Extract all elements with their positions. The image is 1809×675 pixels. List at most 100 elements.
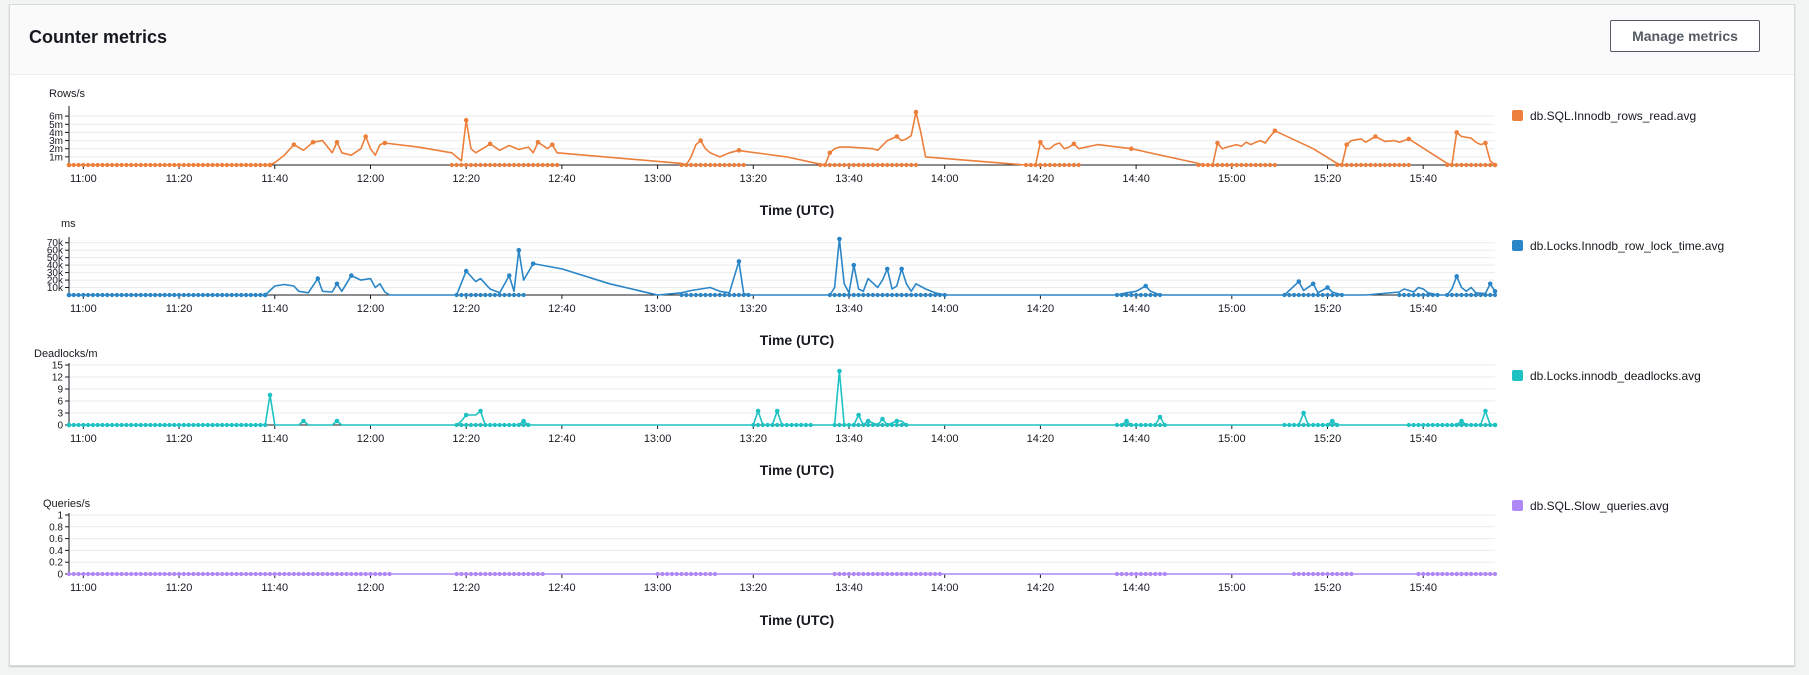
data-point [1062,162,1067,168]
data-point [688,162,694,168]
data-point [71,422,76,428]
data-point [191,571,196,577]
data-point [162,292,167,298]
data-point [1306,571,1311,577]
x-tick-label: 11:20 [166,582,193,594]
data-point [90,162,96,168]
x-tick-label: 13:40 [835,303,863,315]
data-point [899,266,904,272]
data-point [497,422,502,428]
data-point [339,571,344,577]
data-point [842,571,847,577]
data-point [488,422,493,428]
data-point [148,292,153,298]
data-point [1483,408,1488,414]
data-point [167,292,172,298]
data-point [220,292,225,298]
data-point [124,292,129,298]
data-point [837,571,842,577]
x-tick-label: 14:40 [1122,173,1150,185]
data-point [535,162,541,168]
data-point [205,422,210,428]
data-point [866,162,871,168]
data-point [894,134,900,139]
data-point [535,139,541,145]
data-point [717,292,722,298]
data-point [674,571,679,577]
data-point [492,292,497,298]
data-point [1473,422,1478,428]
data-point [933,292,938,298]
data-point [191,162,196,168]
data-point [803,422,809,428]
data-point [368,571,373,577]
data-point [1153,292,1158,298]
data-point [454,292,459,298]
chart-4: Queries/s10.80.60.40.20 11:00 11:20 11:40 12… [43,498,1669,628]
y-axis-label: Deadlocks/m [34,348,98,360]
data-point [296,571,301,577]
data-point [1454,292,1459,298]
data-point [875,162,880,168]
x-tick-label: 14:40 [1122,582,1150,594]
data-point [224,292,230,298]
data-point [779,422,785,428]
data-point [913,292,919,298]
data-point [1459,422,1464,428]
data-point [1488,422,1493,428]
data-point [262,292,268,298]
data-point [894,292,899,298]
data-point [1440,422,1445,428]
x-tick-label: 14:20 [1027,303,1055,315]
y-tick-label: 0.6 [49,534,63,545]
data-point [1406,136,1412,142]
data-point [186,292,191,298]
data-point [1330,422,1335,428]
data-point [889,422,895,428]
data-point [492,571,497,577]
data-point [1033,162,1038,168]
data-point [454,422,459,428]
x-tick-label: 15:00 [1218,582,1246,594]
data-point [775,422,780,428]
data-point [478,162,483,168]
data-point [846,292,852,298]
data-point [114,292,119,298]
data-point [698,571,703,577]
data-point [1330,418,1335,424]
data-point [1344,162,1349,168]
data-point [1373,134,1378,139]
data-point [1196,162,1201,168]
data-point [162,571,167,577]
data-point [473,571,478,577]
data-point [114,571,119,577]
x-tick-label: 12:00 [357,582,385,594]
manage-metrics-button[interactable]: Manage metrics [1610,20,1760,52]
data-point [1406,292,1411,298]
data-point [478,408,483,414]
data-point [923,571,928,577]
y-tick-label: 2m [49,144,63,155]
data-point [248,162,253,168]
data-point [196,162,201,168]
data-point [889,162,895,168]
data-point [1311,571,1316,577]
data-point [918,292,923,298]
data-point [488,162,493,168]
data-point [100,571,105,577]
data-point [71,292,76,298]
y-tick-label: 1m [49,152,63,163]
data-point [1282,422,1287,428]
x-tick-label: 15:40 [1409,582,1437,594]
x-tick-label: 11:00 [70,173,97,185]
data-point [90,292,96,298]
data-point [1464,422,1469,428]
data-point [1435,422,1440,428]
data-point [1315,571,1321,577]
data-point [1401,292,1407,298]
data-point [463,412,469,418]
data-point [851,422,856,428]
data-point [1129,146,1134,152]
data-point [1411,422,1416,428]
